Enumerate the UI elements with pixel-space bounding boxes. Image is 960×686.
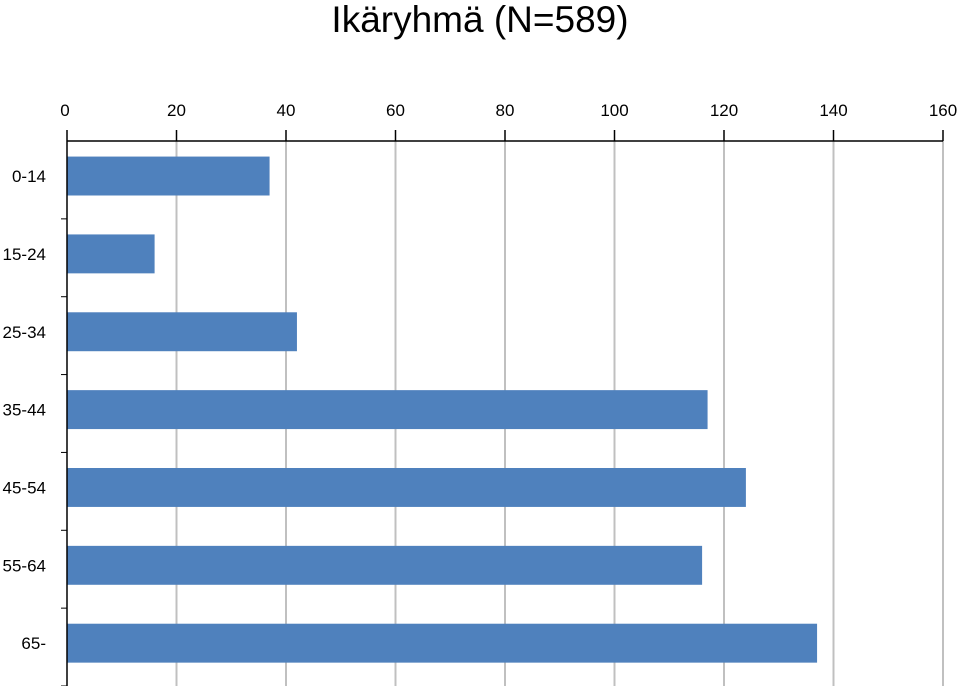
x-tick-label: 0 (60, 101, 69, 120)
bars (67, 156, 818, 663)
bar (67, 545, 703, 585)
x-tick-label: 40 (277, 101, 296, 120)
bar (67, 390, 708, 430)
bar (67, 234, 155, 274)
y-tick-label: 55-64 (3, 556, 46, 575)
bar (67, 312, 297, 352)
x-tick-label: 160 (929, 101, 957, 120)
x-tick-label: 120 (710, 101, 738, 120)
x-tick-label: 60 (386, 101, 405, 120)
bar (67, 623, 818, 663)
bar (67, 156, 270, 196)
y-tick-label: 25-34 (3, 323, 46, 342)
bar (67, 468, 746, 507)
y-tick-label: 45-54 (3, 478, 46, 497)
x-tick-label: 20 (167, 101, 186, 120)
y-tick-label: 65- (21, 634, 46, 653)
y-tick-label: 15-24 (3, 245, 46, 264)
axes (61, 130, 944, 686)
x-tick-label: 80 (496, 101, 515, 120)
chart-title: Ikäryhmä (N=589) (331, 0, 629, 40)
y-tick-label: 0-14 (12, 167, 46, 186)
tick-labels: 0 20 40 60 80 100 120 140 160 0-14 15-24 25-34 35-44… (3, 101, 958, 653)
y-tick-label: 35-44 (3, 401, 46, 420)
x-tick-label: 100 (600, 101, 628, 120)
x-tick-label: 140 (819, 101, 847, 120)
